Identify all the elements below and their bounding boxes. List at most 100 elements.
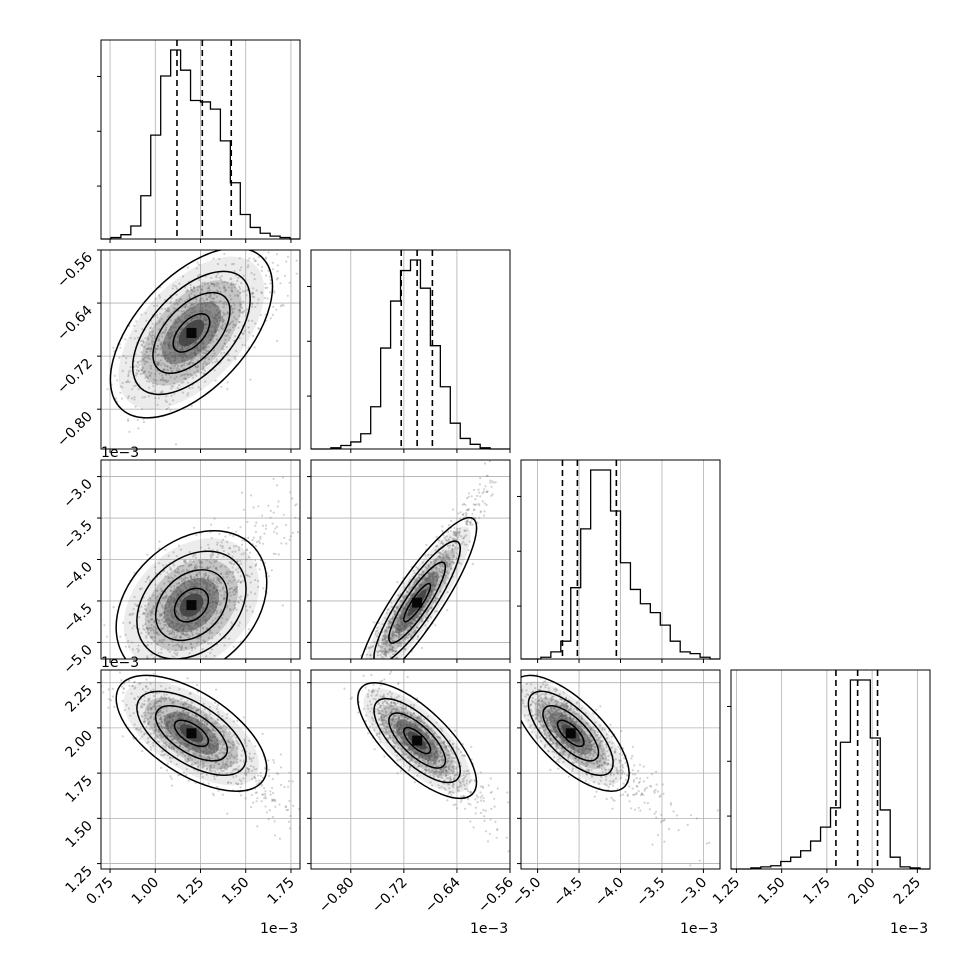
scatter-point (170, 622, 173, 625)
scatter-point (164, 399, 167, 402)
scatter-point (236, 559, 239, 563)
scatter-point (276, 339, 279, 343)
scatter-point (143, 362, 146, 365)
scatter-point (195, 589, 198, 592)
scatter-point (157, 595, 160, 598)
scatter-point (260, 292, 263, 295)
scatter-point (196, 584, 199, 587)
scatter-point (239, 269, 242, 272)
scatter-point (210, 282, 213, 286)
scatter-point (430, 581, 433, 584)
scatter-point (404, 595, 408, 598)
scatter-point (284, 524, 287, 527)
scatter-point (463, 543, 466, 546)
scatter-point (228, 579, 231, 583)
scatter-point (188, 295, 191, 298)
scatter-point (180, 591, 183, 594)
scatter-point (241, 306, 244, 310)
scatter-point (194, 623, 197, 626)
scatter-point (238, 621, 241, 624)
scatter-point (193, 294, 196, 297)
scatter-point (183, 364, 186, 367)
scatter-point (183, 354, 186, 357)
scatter-point (177, 335, 180, 338)
scatter-point (205, 323, 208, 326)
scatter-point (247, 536, 250, 540)
scatter-point (178, 384, 181, 387)
scatter-point (214, 379, 217, 382)
scatter-point (420, 612, 423, 615)
scatter-point (445, 539, 449, 542)
scatter-point (154, 607, 157, 610)
scatter-point (226, 329, 229, 332)
scatter-point (173, 599, 176, 602)
scatter-point (154, 351, 157, 354)
scatter-point (206, 618, 209, 621)
scatter-point (180, 364, 183, 368)
scatter-point (171, 577, 175, 580)
scatter-point (176, 624, 179, 627)
scatter-point (237, 601, 240, 604)
scatter-point (438, 564, 441, 567)
scatter-point (209, 578, 212, 581)
scatter-point (181, 359, 184, 363)
scatter-point (257, 255, 260, 259)
scatter-point (204, 588, 207, 591)
scatter-point (382, 650, 385, 653)
scatter-point (170, 607, 173, 610)
scatter-point (171, 364, 174, 367)
scatter-point (428, 572, 431, 575)
scatter-point (412, 569, 415, 573)
scatter-point (221, 281, 224, 284)
scatter-point (229, 591, 232, 594)
scatter-point (232, 262, 235, 265)
scatter-point (196, 574, 199, 577)
scatter-point (199, 301, 202, 304)
scatter-point (226, 311, 229, 314)
scatter-point (270, 569, 273, 572)
scatter-point (156, 354, 159, 357)
scatter-point (173, 587, 176, 590)
scatter-point (481, 492, 484, 495)
scatter-point (152, 625, 155, 628)
histogram-panel-0 (97, 39, 301, 243)
scatter-point (381, 650, 384, 654)
scatter-point (198, 349, 201, 352)
scatter-point (239, 640, 242, 643)
scatter-point (196, 348, 199, 351)
scatter-point (184, 646, 187, 649)
scatter-point (155, 314, 158, 317)
scatter-point (187, 779, 190, 782)
scatter-point (198, 349, 201, 352)
scatter-point (167, 595, 170, 598)
scatter-point (222, 305, 225, 309)
scatter-point (212, 590, 215, 593)
scatter-point (465, 522, 468, 526)
scatter-point (170, 387, 173, 390)
scatter-point (461, 503, 464, 506)
scatter-point (140, 632, 143, 635)
scatter-point (403, 625, 406, 629)
scatter-point (237, 290, 240, 293)
scatter-point (199, 623, 202, 626)
scatter-point (229, 329, 232, 332)
scatter-point (229, 533, 232, 536)
scatter-point (133, 398, 136, 401)
scatter-point (208, 560, 211, 563)
contour-line (115, 530, 268, 659)
scatter-point (143, 360, 146, 363)
scatter-point (163, 598, 166, 601)
scatter-point (458, 531, 461, 534)
scatter-point (404, 624, 407, 628)
scatter-point (179, 598, 182, 601)
scatter-point (165, 594, 168, 597)
scatter-point (208, 296, 211, 299)
scatter-point (235, 590, 238, 594)
scatter-point (205, 585, 208, 588)
scatter-point (483, 510, 486, 513)
scatter-point (165, 309, 168, 312)
scatter-point (108, 698, 111, 701)
scatter-point (184, 663, 186, 665)
scatter-point (126, 419, 130, 422)
scatter-point (142, 341, 145, 344)
